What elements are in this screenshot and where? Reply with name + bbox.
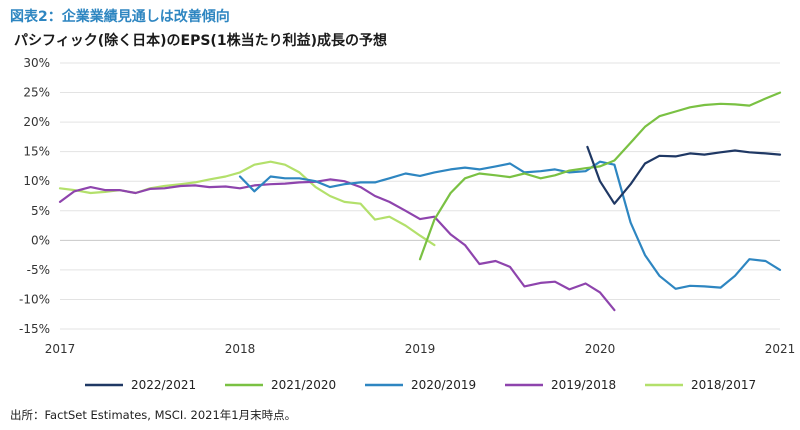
- y-tick-label: 0%: [31, 233, 50, 247]
- series-line-2022-2021: [586, 145, 782, 205]
- chart-title: パシフィック(除く日本)のEPS(1株当たり利益)成長の予想: [14, 33, 387, 49]
- legend-entry: 2021/2020: [225, 378, 336, 392]
- series-line-2019-2018: [58, 178, 616, 312]
- y-tick-label: 5%: [31, 204, 50, 218]
- y-tick-label: 30%: [23, 56, 50, 70]
- legend: 2022/2021 2021/2020 2020/2019 2019/2018 2018…: [85, 378, 756, 392]
- source-note: 出所：FactSet Estimates, MSCI. 2021年1月末時点。: [10, 408, 297, 422]
- legend-entry: 2018/2017: [645, 378, 756, 392]
- x-tick-label: 2019: [405, 342, 436, 356]
- legend-label: 2021/2020: [271, 378, 336, 392]
- x-tick-label: 2018: [225, 342, 256, 356]
- gridlines: [60, 62, 780, 330]
- legend-label: 2022/2021: [131, 378, 196, 392]
- y-tick-label: 10%: [23, 174, 50, 188]
- legend-label: 2019/2018: [551, 378, 616, 392]
- series-lines: [58, 91, 782, 312]
- y-tick-label: -15%: [19, 322, 50, 336]
- y-tick-label: -5%: [27, 263, 50, 277]
- series-line-2020-2019: [238, 160, 782, 290]
- legend-entry: 2019/2018: [505, 378, 616, 392]
- y-axis-ticks: 30% 25% 20% 15% 10% 5% 0% -5% -10% -15%: [19, 56, 50, 336]
- x-axis-ticks: 2017 2018 2019 2020 2021: [45, 342, 796, 356]
- series-line-2021-2020: [418, 91, 782, 261]
- x-tick-label: 2017: [45, 342, 76, 356]
- x-tick-label: 2020: [585, 342, 616, 356]
- y-tick-label: -10%: [19, 292, 50, 306]
- y-tick-label: 15%: [23, 145, 50, 159]
- y-tick-label: 25%: [23, 86, 50, 100]
- series-line-2018-2017: [58, 160, 436, 247]
- legend-label: 2020/2019: [411, 378, 476, 392]
- legend-entry: 2020/2019: [365, 378, 476, 392]
- legend-label: 2018/2017: [691, 378, 756, 392]
- legend-entry: 2022/2021: [85, 378, 196, 392]
- x-tick-label: 2021: [765, 342, 796, 356]
- figure-label: 図表2：企業業績見通しは改善傾向: [10, 9, 230, 25]
- y-tick-label: 20%: [23, 115, 50, 129]
